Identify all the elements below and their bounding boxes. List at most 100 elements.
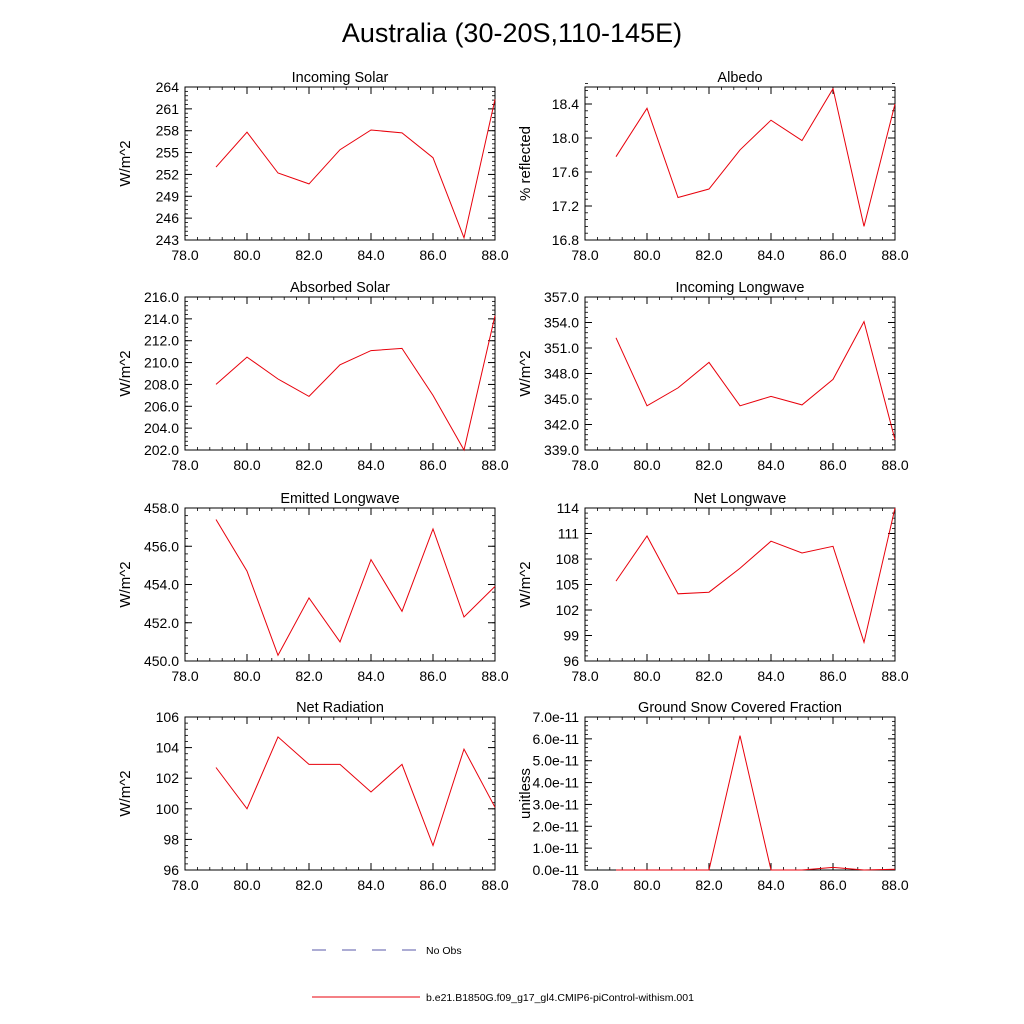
y-tick-label: 339.0 xyxy=(544,442,579,458)
x-tick-label: 88.0 xyxy=(481,457,508,473)
y-tick-label: 104 xyxy=(156,740,180,756)
y-tick-label: 2.0e-11 xyxy=(533,818,580,834)
x-tick-label: 86.0 xyxy=(819,247,846,263)
y-tick-label: 102 xyxy=(556,602,580,618)
x-tick-label: 86.0 xyxy=(419,668,446,684)
y-tick-label: 1.0e-11 xyxy=(533,840,580,856)
y-tick-label: 108 xyxy=(556,551,580,567)
panel-title: Incoming Solar xyxy=(292,70,389,86)
x-tick-label: 78.0 xyxy=(571,457,598,473)
panel-title: Net Radiation xyxy=(296,700,384,716)
y-tick-label: 216.0 xyxy=(144,289,179,305)
x-tick-label: 80.0 xyxy=(633,877,660,893)
x-tick-label: 88.0 xyxy=(881,247,908,263)
y-tick-label: 111 xyxy=(558,526,579,542)
series-line xyxy=(616,735,896,871)
legend: No Obs b.e21.B1850G.f09_g17_gl4.CMIP6-piC… xyxy=(312,945,694,1004)
plot-frame xyxy=(184,507,496,662)
y-tick-label: 105 xyxy=(556,577,580,593)
chart-panel: Net Radiation W/m^2 78.0 80.0 82.0 84.0 86.0 88… xyxy=(117,700,509,893)
series-line xyxy=(615,320,896,440)
y-axis-label: W/m^2 xyxy=(517,561,534,607)
y-tick-label: 210.0 xyxy=(144,355,179,371)
y-tick-label: 258 xyxy=(156,123,180,139)
y-tick-label: 458.0 xyxy=(144,500,179,516)
x-tick-label: 84.0 xyxy=(757,877,784,893)
y-tick-label: 206.0 xyxy=(144,398,179,414)
chart-panel: Ground Snow Covered Fraction unitless 78.0… xyxy=(517,700,909,893)
y-axis-label: W/m^2 xyxy=(117,140,134,186)
plot-frame xyxy=(584,296,896,451)
y-tick-label: 18.0 xyxy=(552,130,579,146)
y-tick-label: 7.0e-11 xyxy=(533,709,580,725)
y-tick-label: 204.0 xyxy=(144,420,179,436)
x-tick-label: 80.0 xyxy=(633,247,660,263)
y-tick-label: 357.0 xyxy=(544,289,579,305)
y-axis-label: % reflected xyxy=(517,126,534,201)
panels: Incoming Solar W/m^2 78.0 80.0 82.0 84.0 86.0 8… xyxy=(117,70,909,893)
x-tick-label: 82.0 xyxy=(695,877,722,893)
y-tick-label: 450.0 xyxy=(144,653,179,669)
series-line xyxy=(215,99,496,240)
x-tick-label: 88.0 xyxy=(481,877,508,893)
y-tick-label: 17.6 xyxy=(552,164,579,180)
y-tick-label: 0.0e-11 xyxy=(533,862,580,878)
y-tick-label: 17.2 xyxy=(552,198,579,214)
x-tick-label: 82.0 xyxy=(695,247,722,263)
x-tick-label: 80.0 xyxy=(233,877,260,893)
x-tick-label: 82.0 xyxy=(295,247,322,263)
x-tick-label: 78.0 xyxy=(571,668,598,684)
y-tick-label: 264 xyxy=(156,79,180,95)
y-axis-label: W/m^2 xyxy=(117,561,134,607)
x-tick-label: 86.0 xyxy=(419,877,446,893)
x-tick-label: 84.0 xyxy=(757,668,784,684)
y-tick-label: 243 xyxy=(156,232,180,248)
series-line xyxy=(215,736,496,848)
plot-frame xyxy=(584,507,896,662)
chart-panel: Absorbed Solar W/m^2 78.0 80.0 82.0 84.0 86.0 8… xyxy=(117,280,509,473)
y-tick-label: 5.0e-11 xyxy=(533,753,580,769)
x-tick-label: 86.0 xyxy=(419,457,446,473)
y-axis-label: W/m^2 xyxy=(117,350,134,396)
y-axis-label: unitless xyxy=(517,768,534,819)
x-tick-label: 84.0 xyxy=(757,247,784,263)
panel-title: Emitted Longwave xyxy=(280,491,399,507)
x-tick-label: 78.0 xyxy=(571,877,598,893)
y-tick-label: 348.0 xyxy=(544,366,579,382)
plot-frame xyxy=(184,296,496,451)
y-tick-label: 102 xyxy=(156,770,180,786)
y-tick-label: 99 xyxy=(563,628,579,644)
x-tick-label: 82.0 xyxy=(295,877,322,893)
y-tick-label: 456.0 xyxy=(144,538,179,554)
legend-label: b.e21.B1850G.f09_g17_gl4.CMIP6-piControl… xyxy=(426,992,694,1004)
x-tick-label: 88.0 xyxy=(881,668,908,684)
y-tick-label: 96 xyxy=(163,862,179,878)
x-tick-label: 84.0 xyxy=(757,457,784,473)
x-tick-label: 78.0 xyxy=(571,247,598,263)
panel-title: Net Longwave xyxy=(694,491,787,507)
x-tick-label: 80.0 xyxy=(233,457,260,473)
y-tick-label: 212.0 xyxy=(144,333,179,349)
plot-frame xyxy=(184,86,496,241)
y-tick-label: 106 xyxy=(156,709,180,725)
x-tick-label: 82.0 xyxy=(695,668,722,684)
x-tick-label: 78.0 xyxy=(171,877,198,893)
chart-panel: Incoming Longwave W/m^2 78.0 80.0 82.0 84.0 86… xyxy=(517,280,909,473)
y-tick-label: 452.0 xyxy=(144,615,179,631)
x-tick-label: 88.0 xyxy=(481,247,508,263)
x-tick-label: 86.0 xyxy=(419,247,446,263)
y-tick-label: 6.0e-11 xyxy=(533,731,580,747)
y-tick-label: 345.0 xyxy=(544,391,579,407)
chart-panel: Incoming Solar W/m^2 78.0 80.0 82.0 84.0 86.0 8… xyxy=(117,70,509,263)
plot-frame xyxy=(584,86,896,241)
x-tick-label: 84.0 xyxy=(357,247,384,263)
x-tick-label: 82.0 xyxy=(295,668,322,684)
x-tick-label: 78.0 xyxy=(171,457,198,473)
chart-panel: Albedo % reflected 78.0 80.0 82.0 84.0 86.0 88.… xyxy=(517,70,909,263)
y-tick-label: 4.0e-11 xyxy=(533,775,580,791)
y-tick-label: 354.0 xyxy=(544,315,579,331)
plot-frame xyxy=(584,716,896,871)
x-tick-label: 88.0 xyxy=(881,457,908,473)
y-tick-label: 342.0 xyxy=(544,417,579,433)
